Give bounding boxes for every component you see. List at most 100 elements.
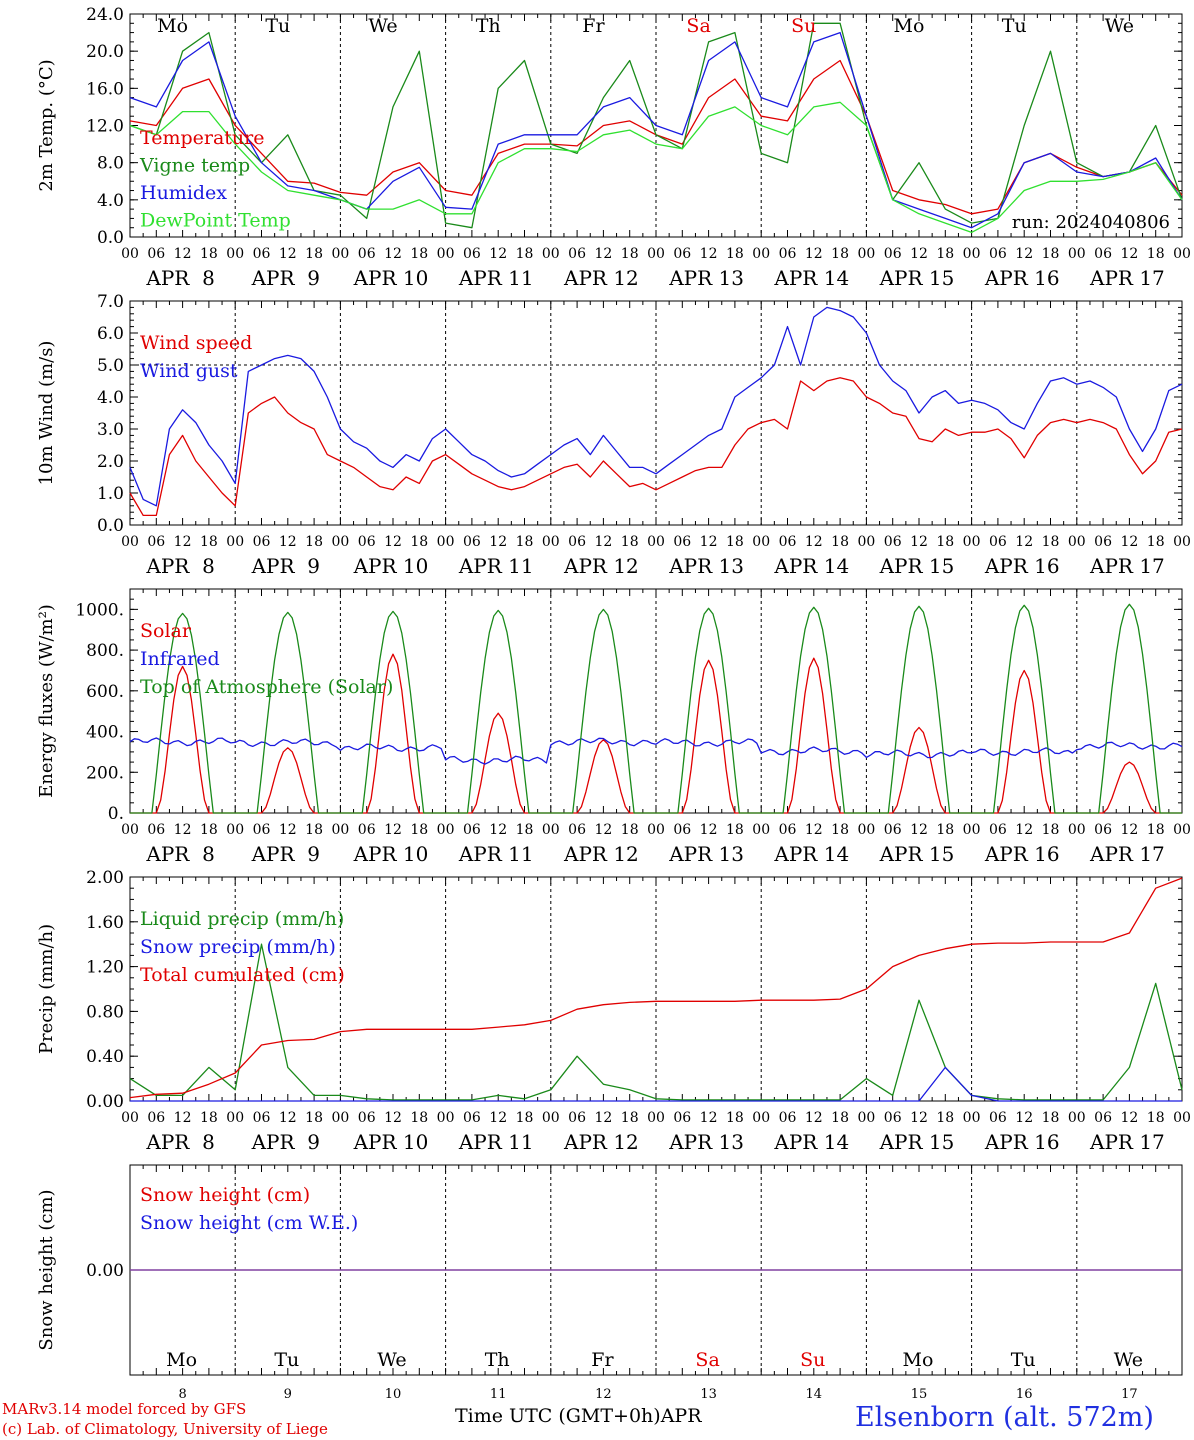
date-label: APR 14 xyxy=(773,1130,849,1154)
hour-tick-label: 06 xyxy=(253,534,271,550)
date-label: APR 11 xyxy=(458,266,534,290)
date-label: APR 8 xyxy=(145,554,214,578)
hour-tick-label: 00 xyxy=(857,246,875,262)
day-name-label: Mo xyxy=(157,15,188,37)
day-number-label: 17 xyxy=(1121,1387,1138,1402)
hour-tick-label: 06 xyxy=(147,534,165,550)
hour-tick-label: 00 xyxy=(331,822,349,838)
hour-tick-label: 06 xyxy=(463,534,481,550)
hour-tick-label: 12 xyxy=(1120,246,1138,262)
hour-tick-label: 00 xyxy=(542,1110,560,1126)
date-label: APR 17 xyxy=(1089,842,1165,866)
day-number-label: 11 xyxy=(490,1387,507,1402)
hour-tick-label: 12 xyxy=(279,534,297,550)
hour-tick-label: 00 xyxy=(437,534,455,550)
date-label: APR 15 xyxy=(879,1130,955,1154)
y-axis-label: Energy fluxes (W/m²) xyxy=(36,604,57,798)
panel-4 xyxy=(129,876,1183,1102)
date-label: APR 16 xyxy=(984,554,1060,578)
hour-tick-label: 06 xyxy=(989,822,1007,838)
x-axis-title: Time UTC (GMT+0h)APR xyxy=(455,1405,702,1427)
y-tick-label: 1000. xyxy=(75,600,124,620)
hour-tick-label: 00 xyxy=(121,534,139,550)
hour-tick-label: 18 xyxy=(410,822,428,838)
y-tick-label: 0.0 xyxy=(97,516,124,536)
hour-tick-label: 00 xyxy=(647,534,665,550)
hour-tick-label: 00 xyxy=(1173,822,1191,838)
date-label: APR 16 xyxy=(984,1130,1060,1154)
hour-tick-label: 12 xyxy=(594,822,612,838)
hour-tick-label: 00 xyxy=(226,534,244,550)
date-label: APR 14 xyxy=(773,842,849,866)
date-label: APR 17 xyxy=(1089,266,1165,290)
hour-tick-label: 00 xyxy=(1173,534,1191,550)
hour-tick-label: 06 xyxy=(463,1110,481,1126)
legend-entry: Solar xyxy=(140,620,192,642)
hour-tick-label: 00 xyxy=(857,1110,875,1126)
run-annotation: run: 2024040806 xyxy=(1012,212,1170,233)
hour-tick-label: 06 xyxy=(673,822,691,838)
hour-tick-label: 00 xyxy=(963,822,981,838)
hour-tick-label: 12 xyxy=(279,1110,297,1126)
hour-tick-label: 06 xyxy=(568,246,586,262)
date-label: APR 15 xyxy=(879,266,955,290)
hour-tick-label: 18 xyxy=(200,534,218,550)
hour-tick-label: 00 xyxy=(121,1110,139,1126)
hour-tick-label: 18 xyxy=(621,1110,639,1126)
hour-tick-label: 12 xyxy=(384,1110,402,1126)
hour-tick-label: 12 xyxy=(910,822,928,838)
hour-tick-label: 18 xyxy=(1042,534,1060,550)
day-name-label: Tu xyxy=(274,1349,299,1371)
panel-1 xyxy=(129,13,1183,238)
hour-tick-label: 18 xyxy=(831,246,849,262)
hour-tick-label: 00 xyxy=(437,822,455,838)
y-tick-label: 16.0 xyxy=(86,79,124,99)
hour-tick-label: 00 xyxy=(121,822,139,838)
day-name-label: Su xyxy=(800,1349,825,1371)
hour-tick-label: 18 xyxy=(1147,1110,1165,1126)
day-name-label: Tu xyxy=(1002,15,1027,37)
hour-tick-label: 12 xyxy=(384,822,402,838)
y-axis-label: 10m Wind (m/s) xyxy=(36,341,57,486)
day-name-label: Mo xyxy=(166,1349,197,1371)
hour-tick-label: 12 xyxy=(700,1110,718,1126)
hour-tick-label: 00 xyxy=(1068,822,1086,838)
hour-tick-label: 18 xyxy=(200,822,218,838)
date-label: APR 17 xyxy=(1089,554,1165,578)
date-label: APR 10 xyxy=(353,554,429,578)
day-name-label: Fr xyxy=(582,15,605,37)
y-tick-label: 600. xyxy=(86,682,124,702)
date-label: APR 16 xyxy=(984,266,1060,290)
y-tick-label: 1.0 xyxy=(97,484,124,504)
hour-tick-label: 00 xyxy=(331,1110,349,1126)
hour-tick-label: 18 xyxy=(1042,822,1060,838)
hour-tick-label: 06 xyxy=(779,246,797,262)
date-label: APR 9 xyxy=(251,554,320,578)
day-name-label: Fr xyxy=(591,1349,614,1371)
day-number-label: 16 xyxy=(1016,1387,1033,1402)
hour-tick-label: 00 xyxy=(437,246,455,262)
day-number-label: 8 xyxy=(178,1387,186,1402)
day-number-label: 13 xyxy=(700,1387,717,1402)
hour-tick-label: 00 xyxy=(1068,534,1086,550)
legend-entry: Vigne temp xyxy=(139,155,250,177)
hour-tick-label: 18 xyxy=(936,822,954,838)
date-label: APR 9 xyxy=(251,266,320,290)
model-credit: MARv3.14 model forced by GFS xyxy=(2,1400,247,1418)
date-label: APR 12 xyxy=(563,842,639,866)
hour-tick-label: 18 xyxy=(831,534,849,550)
date-label: APR 9 xyxy=(251,842,320,866)
hour-tick-label: 00 xyxy=(752,246,770,262)
legend-entry: Wind speed xyxy=(140,332,252,354)
hour-tick-label: 00 xyxy=(963,1110,981,1126)
hour-tick-label: 18 xyxy=(1042,1110,1060,1126)
hour-tick-label: 12 xyxy=(1120,534,1138,550)
legend-entry: Humidex xyxy=(140,182,227,204)
day-name-label: Tu xyxy=(1011,1349,1036,1371)
series-line-dewpoint-temp xyxy=(129,101,1183,234)
legend-entry: Snow height (cm) xyxy=(140,1184,310,1206)
hour-tick-label: 00 xyxy=(121,246,139,262)
hour-tick-label: 00 xyxy=(226,246,244,262)
hour-tick-label: 12 xyxy=(384,246,402,262)
date-label: APR 14 xyxy=(773,266,849,290)
